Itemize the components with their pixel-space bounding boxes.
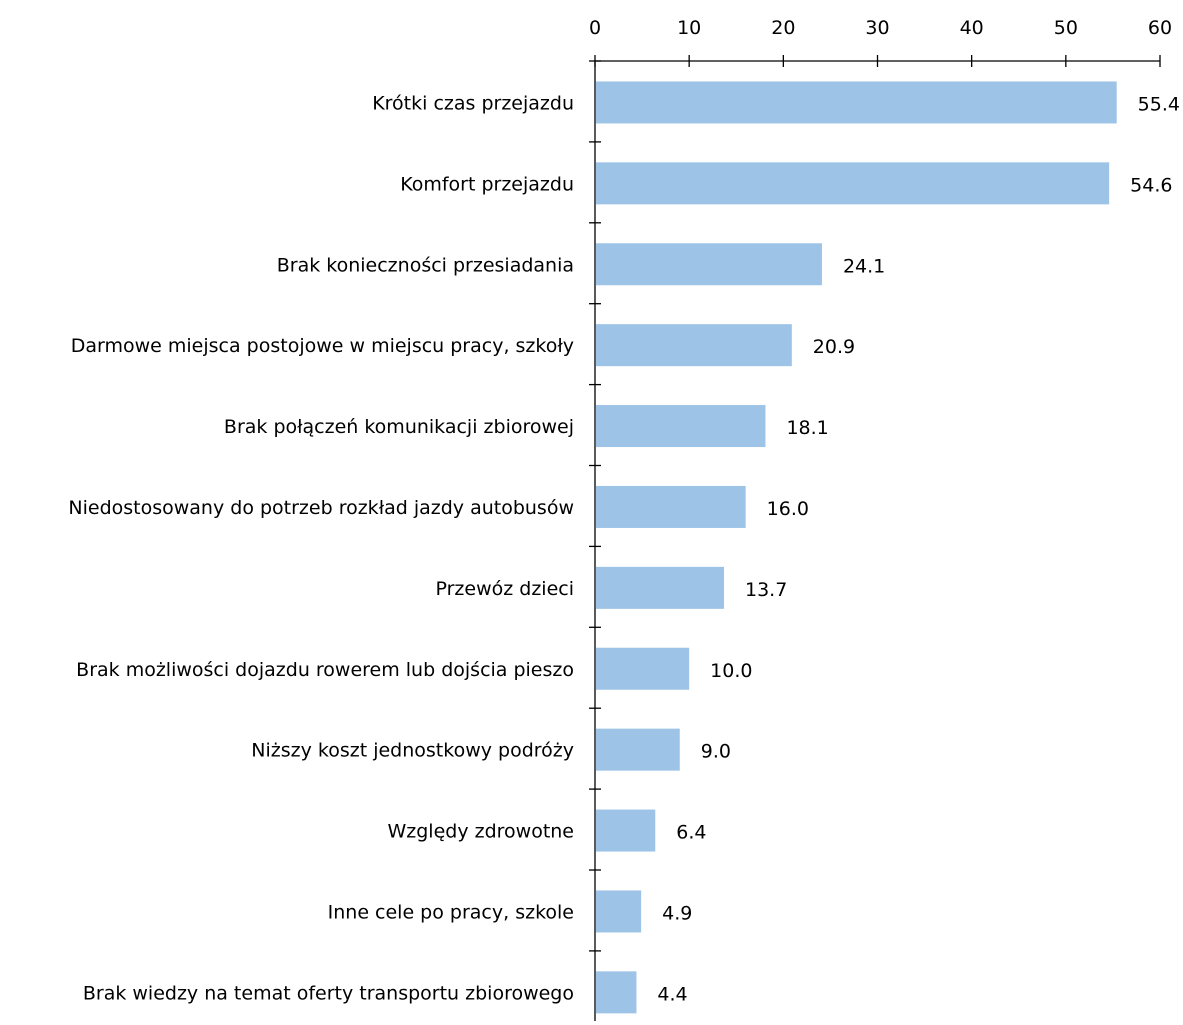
x-tick-label: 40 bbox=[960, 17, 984, 39]
value-label: 10.0 bbox=[710, 660, 752, 682]
bar bbox=[595, 728, 680, 771]
x-tick-label: 10 bbox=[677, 17, 701, 39]
value-label: 6.4 bbox=[676, 822, 706, 844]
category-labels: Krótki czas przejazdu Komfort przejazdu Br… bbox=[68, 92, 574, 1004]
bar bbox=[595, 324, 792, 367]
value-label: 16.0 bbox=[767, 498, 809, 520]
bar bbox=[595, 809, 656, 852]
category-label: Przewóz dzieci bbox=[435, 578, 574, 600]
category-label: Brak połączeń komunikacji zbiorowej bbox=[224, 416, 574, 438]
x-tick-label: 0 bbox=[589, 17, 601, 39]
x-tick-label: 60 bbox=[1148, 17, 1172, 39]
bar bbox=[595, 81, 1117, 124]
category-axis bbox=[589, 60, 601, 1021]
x-tick-label: 50 bbox=[1054, 17, 1078, 39]
value-label: 4.4 bbox=[657, 983, 687, 1005]
value-label: 24.1 bbox=[843, 255, 885, 277]
category-label: Niższy koszt jednostkowy podróży bbox=[251, 740, 574, 762]
value-labels: 55.4 54.6 24.1 20.9 18.1 16.0 13.7 10.0 9.0 6.4 4.… bbox=[657, 93, 1180, 1005]
value-label: 13.7 bbox=[745, 579, 787, 601]
value-label: 55.4 bbox=[1138, 93, 1180, 115]
category-label: Darmowe miejsca postojowe w miejscu prac… bbox=[71, 335, 574, 357]
x-axis: 0 10 20 30 40 50 60 bbox=[589, 17, 1172, 67]
bar bbox=[595, 971, 637, 1014]
category-label: Brak konieczności przesiadania bbox=[277, 254, 574, 276]
bar bbox=[595, 162, 1110, 205]
value-label: 18.1 bbox=[786, 417, 828, 439]
bar bbox=[595, 890, 642, 933]
value-label: 9.0 bbox=[701, 741, 731, 763]
value-label: 54.6 bbox=[1130, 174, 1172, 196]
bar bbox=[595, 243, 822, 286]
value-label: 20.9 bbox=[813, 336, 855, 358]
category-label: Komfort przejazdu bbox=[400, 173, 574, 195]
category-label: Brak wiedzy na temat oferty transportu z… bbox=[83, 982, 574, 1004]
value-label: 4.9 bbox=[662, 902, 692, 924]
category-label: Inne cele po pracy, szkole bbox=[328, 901, 574, 923]
bar bbox=[595, 566, 725, 609]
x-tick-label: 30 bbox=[865, 17, 889, 39]
bar bbox=[595, 485, 746, 528]
category-label: Niedostosowany do potrzeb rozkład jazdy … bbox=[68, 497, 574, 519]
x-tick-label: 20 bbox=[771, 17, 795, 39]
category-label: Krótki czas przejazdu bbox=[372, 92, 574, 114]
category-label: Względy zdrowotne bbox=[387, 821, 574, 843]
category-label: Brak możliwości dojazdu rowerem lub dojś… bbox=[76, 659, 574, 681]
bars bbox=[595, 81, 1117, 1014]
bar bbox=[595, 405, 766, 448]
bar bbox=[595, 647, 690, 690]
